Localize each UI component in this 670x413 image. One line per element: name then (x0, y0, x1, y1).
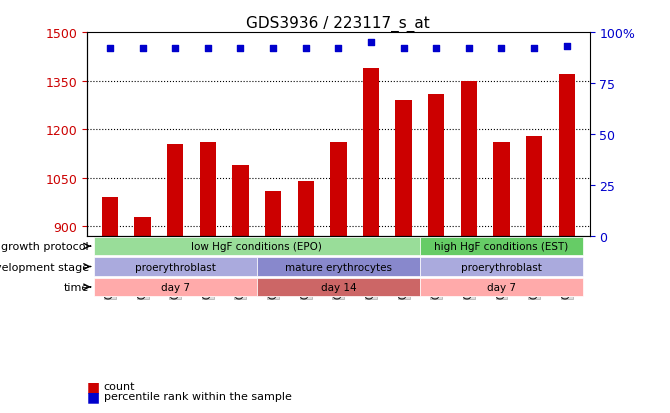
Point (170, 46, 180, 52)
Bar (395, 101, 412, 236)
Point (366, 40, 377, 47)
Bar (102, 198, 118, 236)
Point (561, 44, 572, 50)
Bar (461, 81, 477, 236)
Point (333, 46, 344, 52)
Text: proerythroblast: proerythroblast (135, 262, 216, 272)
FancyBboxPatch shape (257, 278, 420, 297)
Text: percentile rank within the sample: percentile rank within the sample (104, 392, 291, 401)
Bar (526, 136, 542, 236)
Text: count: count (104, 381, 135, 391)
Point (398, 46, 409, 52)
Bar (330, 143, 346, 236)
Bar (297, 181, 314, 236)
Bar (232, 165, 249, 236)
Text: time: time (64, 282, 88, 292)
FancyBboxPatch shape (420, 237, 583, 256)
Text: day 7: day 7 (487, 282, 516, 292)
Bar (200, 143, 216, 236)
Text: day 7: day 7 (161, 282, 190, 292)
Text: day 14: day 14 (320, 282, 356, 292)
Point (431, 46, 442, 52)
Point (235, 46, 246, 52)
Bar (167, 145, 184, 236)
Text: mature erythrocytes: mature erythrocytes (285, 262, 392, 272)
Text: growth protocol: growth protocol (1, 242, 88, 252)
Point (137, 46, 148, 52)
Text: development stage: development stage (0, 262, 88, 272)
Point (105, 46, 115, 52)
Title: GDS3936 / 223117_s_at: GDS3936 / 223117_s_at (247, 16, 430, 32)
Bar (559, 75, 575, 236)
FancyBboxPatch shape (420, 258, 583, 276)
Point (268, 46, 279, 52)
Point (464, 46, 474, 52)
Text: proerythroblast: proerythroblast (461, 262, 542, 272)
Text: low HgF conditions (EPO): low HgF conditions (EPO) (192, 242, 322, 252)
Point (496, 46, 507, 52)
FancyBboxPatch shape (94, 237, 420, 256)
FancyBboxPatch shape (257, 258, 420, 276)
Point (300, 46, 311, 52)
Point (202, 46, 213, 52)
FancyBboxPatch shape (94, 278, 257, 297)
Text: high HgF conditions (EST): high HgF conditions (EST) (434, 242, 569, 252)
Bar (493, 143, 510, 236)
Point (529, 46, 539, 52)
Bar (265, 191, 281, 236)
Bar (428, 94, 444, 236)
FancyBboxPatch shape (420, 278, 583, 297)
Text: ■: ■ (87, 389, 100, 404)
Text: ■: ■ (87, 379, 100, 393)
Bar (135, 217, 151, 236)
Bar (363, 69, 379, 236)
FancyBboxPatch shape (94, 258, 257, 276)
